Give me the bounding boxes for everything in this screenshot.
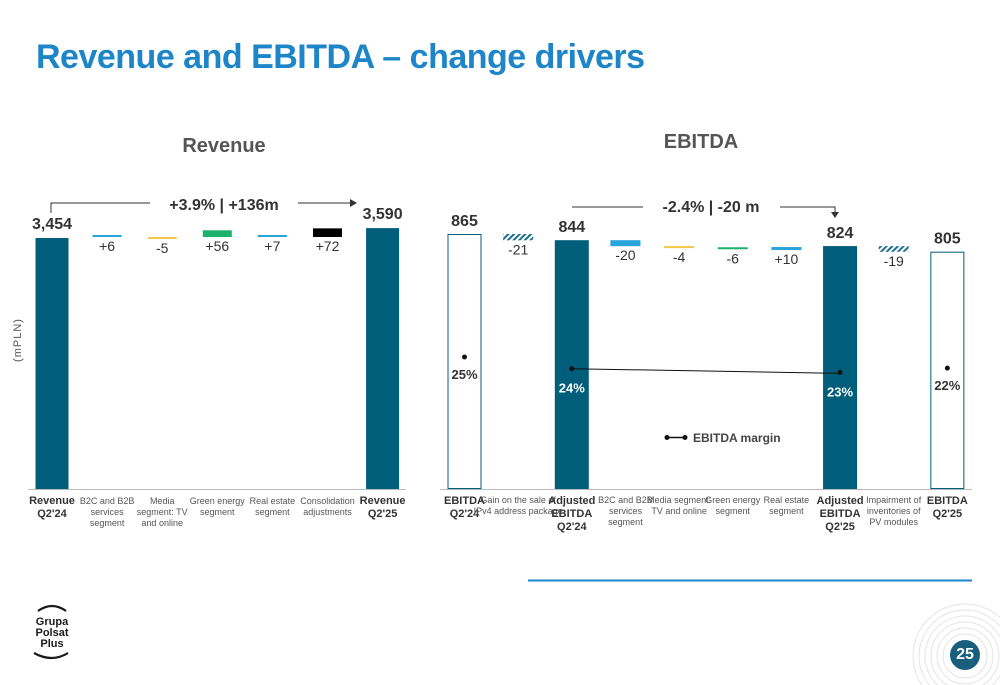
ebitda-bar [554,240,589,489]
ebitda-value-label: -4 [673,249,686,265]
decorative-arcs [912,603,1000,685]
ebitda-margin-point [837,369,843,375]
revenue-category-label: B2C and B2B services segment [80,496,135,528]
ebitda-margin-label: 23% [827,384,853,399]
ebitda-bar [610,240,641,247]
ebitda-margin-label: 25% [451,367,477,382]
ebitda-bar [771,247,802,251]
revenue-annotation-bg [150,194,298,214]
revenue-bar [147,237,177,239]
revenue-bar [257,235,287,237]
legend-dot-right [682,435,688,440]
ebitda-category-label: Gain on the sale of IPv4 address package [474,495,563,516]
revenue-category-label: Revenue Q2'24 [29,495,75,520]
revenue-change-annotation: +3.9% | +136m [169,197,278,214]
revenue-bar [366,228,400,490]
revenue-category-label: Real estate segment [250,496,296,517]
ebitda-margin-label: 22% [934,378,960,393]
ebitda-bar [664,246,695,249]
ebitda-value-label: -19 [884,253,904,269]
revenue-value-label: +6 [99,238,115,254]
revenue-bracket-arrow [350,199,357,207]
logo-line-2: Polsat [35,627,68,639]
ebitda-bracket-arrow [831,212,839,218]
ebitda-bar [447,234,482,489]
revenue-category-label: Green energy segment [190,496,246,517]
revenue-value-label: +56 [205,238,229,254]
ebitda-value-label: +10 [775,251,799,267]
revenue-value-label: 3,590 [363,206,403,223]
ebitda-value-label: 844 [558,219,585,236]
ebitda-value-label: -20 [615,247,635,263]
revenue-bar [313,228,342,237]
logo-line-3: Plus [40,638,63,650]
ebitda-margin-point [569,366,575,372]
ebitda-bar [503,234,534,241]
page-number-badge: 25 [950,640,980,670]
legend-label: EBITDA margin [693,431,781,445]
ebitda-bar [930,251,965,489]
revenue-bar [202,230,232,237]
ebitda-margin-label: 24% [559,381,585,396]
ebitda-margin-line [571,368,841,374]
ebitda-bracket-right [780,206,836,214]
ebitda-bar [823,246,858,489]
ebitda-value-label: -6 [727,250,740,266]
ebitda-chart-title: EBITDA [664,131,738,153]
ebitda-category-label: Adjusted EBITDA Q2'24 [548,495,595,533]
page-title: Revenue and EBITDA – change drivers [36,38,645,76]
revenue-value-label: 3,454 [32,216,72,233]
ebitda-bar [717,247,748,250]
ebitda-category-label: EBITDA Q2'24 [444,495,485,520]
logo-line-1: Grupa [36,616,69,628]
ebitda-bar [878,246,909,252]
ebitda-value-label: 805 [934,231,961,248]
ebitda-margin-point [944,365,950,371]
revenue-value-label: -5 [156,240,169,256]
ebitda-category-label: B2C and B2B services segment [598,495,653,527]
ebitda-value-label: -21 [508,241,528,257]
ebitda-category-label: Real estate segment [764,495,810,516]
ebitda-change-annotation: -2.4% | -20 m [663,199,760,216]
ebitda-category-label: Media segment: TV and online [647,495,711,516]
revenue-category-label: Consolidation adjustments [300,496,355,517]
ebitda-category-label: EBITDA Q2'25 [927,495,968,520]
revenue-value-label: +72 [316,238,340,254]
revenue-chart-title: Revenue [182,135,265,157]
ebitda-value-label: 824 [827,225,854,242]
revenue-bar [92,235,122,237]
ebitda-value-label: 865 [451,213,478,230]
ebitda-category-label: Green energy segment [705,495,761,516]
ebitda-category-label: Impairment of inventories of PV modules [866,495,922,527]
legend-dot-left [664,435,670,440]
revenue-value-label: +7 [264,238,280,254]
revenue-category-label: Media segment: TV and online [137,496,188,528]
revenue-category-label: Revenue Q2'25 [360,495,406,520]
company-logo: Grupa Polsat Plus [28,603,76,661]
revenue-y-axis-label: (mPLN) [12,318,24,362]
revenue-bar [35,238,69,489]
ebitda-category-label: Adjusted EBITDA Q2'25 [817,495,864,533]
ebitda-margin-point [462,354,467,360]
